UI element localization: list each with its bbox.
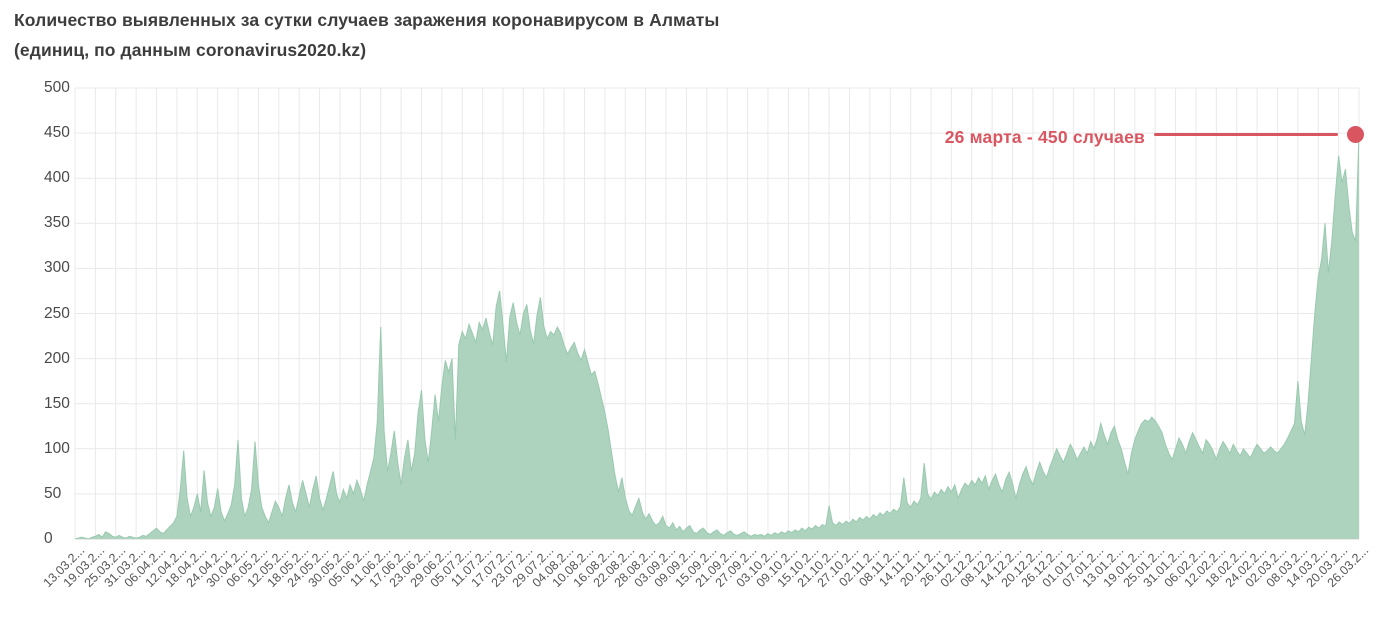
area-series-fill [75, 133, 1359, 539]
y-axis-tick-label: 100 [44, 439, 70, 457]
y-axis-tick-label: 150 [44, 394, 70, 412]
y-axis-tick-label: 500 [44, 79, 70, 96]
y-axis-tick-label: 400 [44, 169, 70, 187]
area-series-line [74, 133, 1360, 540]
plot-area [74, 87, 1360, 540]
area-chart-svg [74, 87, 1360, 540]
annotation-label: 26 марта - 450 случаев [944, 127, 1145, 147]
y-axis-labels: 0 50 100 150 200 250 300 350 400 450 500 [44, 79, 74, 547]
chart-title-line1: Количество выявленных за сутки случаев з… [14, 10, 720, 30]
y-axis-tick-label: 200 [44, 349, 70, 367]
y-axis-tick-label: 300 [44, 259, 70, 277]
chart-title-line2: (единиц, по данным coronavirus2020.kz) [14, 40, 367, 60]
x-axis-labels: 13.03.2... 19.03.2... 25.03.2... 31.03.2...… [40, 540, 1371, 615]
y-axis-tick-label: 250 [44, 304, 70, 322]
chart-title: Количество выявленных за сутки случаев з… [14, 5, 719, 65]
y-axis-tick-label: 50 [44, 484, 62, 502]
y-axis-tick-label: 0 [44, 530, 53, 547]
annotation-dot [1347, 126, 1364, 143]
annotation-leader-line [1154, 133, 1338, 136]
y-axis-tick-label: 350 [44, 214, 70, 232]
y-axis-tick-label: 450 [44, 124, 70, 142]
